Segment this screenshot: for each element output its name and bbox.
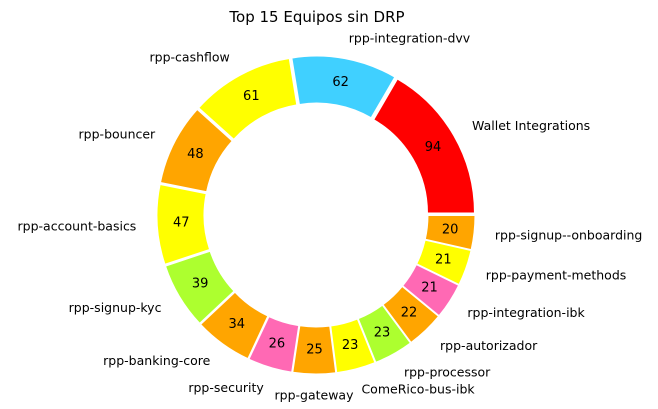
slice-5 <box>164 250 235 324</box>
value-label-0: 94 <box>425 140 442 155</box>
category-label-13: rpp-payment-methods <box>486 267 627 282</box>
value-label-7: 26 <box>269 337 286 352</box>
slice-8 <box>292 325 337 375</box>
category-label-10: rpp-processor <box>404 365 491 380</box>
value-label-3: 48 <box>187 147 204 162</box>
category-label-5: rpp-signup-kyc <box>69 300 162 315</box>
slice-3 <box>159 108 233 193</box>
value-label-9: 23 <box>342 338 359 353</box>
slice-12 <box>402 263 460 317</box>
value-label-13: 21 <box>435 252 452 267</box>
slice-11 <box>382 285 440 344</box>
slice-4 <box>156 183 211 265</box>
slice-7 <box>248 315 300 373</box>
category-labels-group: Wallet Integrations rpp-integration-dvv rp… <box>18 31 643 403</box>
value-label-5: 39 <box>192 277 209 292</box>
value-label-6: 34 <box>228 317 245 332</box>
category-label-4: rpp-account-basics <box>18 218 137 233</box>
slices-group <box>156 55 476 375</box>
chart-title: Top 15 Equipos sin DRP <box>228 8 404 26</box>
category-label-8: rpp-gateway <box>275 387 355 402</box>
slice-13 <box>416 239 472 286</box>
category-label-14: rpp-signup--onboarding <box>495 227 642 242</box>
value-label-10: 23 <box>374 325 391 340</box>
slice-6 <box>200 291 269 360</box>
slice-14 <box>424 214 476 251</box>
category-label-6: rpp-banking-core <box>103 353 210 368</box>
value-label-2: 61 <box>243 89 260 104</box>
category-label-11: rpp-autorizador <box>440 338 538 353</box>
value-label-8: 25 <box>306 342 323 357</box>
category-label-2: rpp-cashflow <box>150 49 230 64</box>
category-label-3: rpp-bouncer <box>79 127 157 142</box>
slice-9 <box>330 318 376 374</box>
value-label-12: 21 <box>421 281 438 296</box>
category-label-1: rpp-integration-dvv <box>349 31 471 46</box>
category-label-0: Wallet Integrations <box>472 118 590 133</box>
value-label-11: 22 <box>401 305 418 320</box>
slice-2 <box>198 57 298 140</box>
slice-1 <box>291 55 396 119</box>
value-label-1: 62 <box>332 75 349 90</box>
category-label-12: rpp-integration-ibk <box>467 305 585 320</box>
value-label-14: 20 <box>442 222 459 237</box>
slice-0 <box>373 78 475 214</box>
category-label-9: ComeRico-bus-ibk <box>361 382 475 397</box>
category-label-7: rpp-security <box>188 380 264 395</box>
value-label-4: 47 <box>173 216 190 231</box>
slice-10 <box>357 304 412 363</box>
